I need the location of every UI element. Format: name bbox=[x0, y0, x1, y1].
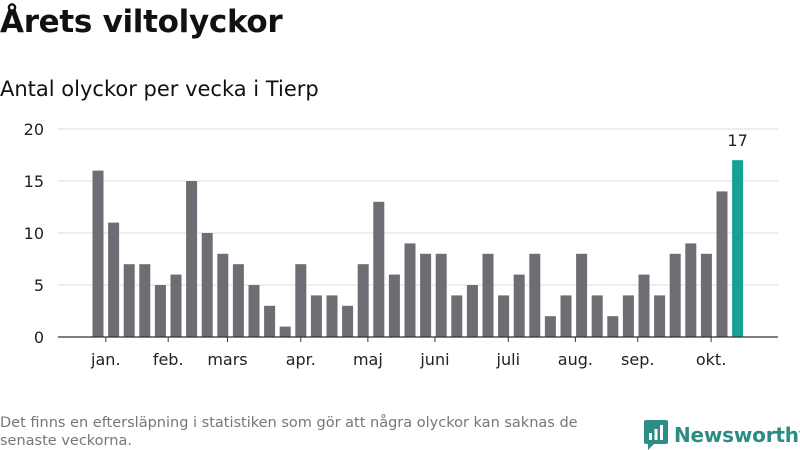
bar bbox=[139, 264, 151, 337]
y-tick-label: 15 bbox=[24, 172, 44, 191]
bar bbox=[498, 295, 510, 337]
data-label-highlight: 17 bbox=[727, 131, 747, 150]
bar bbox=[654, 295, 666, 337]
x-tick-label: sep. bbox=[621, 350, 654, 369]
bar bbox=[420, 253, 432, 337]
bar bbox=[295, 264, 307, 337]
x-tick-label: juni bbox=[419, 350, 449, 369]
data-labels: 17 bbox=[727, 131, 747, 150]
x-tick-label: mars bbox=[207, 350, 247, 369]
bar bbox=[576, 253, 588, 337]
bar bbox=[435, 253, 447, 337]
bar bbox=[123, 264, 135, 337]
bars bbox=[92, 160, 744, 337]
bar bbox=[248, 285, 260, 337]
bar bbox=[264, 305, 276, 337]
bar bbox=[186, 181, 198, 337]
chart-title: Årets viltolyckor bbox=[0, 4, 283, 40]
bar bbox=[92, 170, 104, 337]
bar bbox=[232, 264, 244, 337]
y-tick-label: 20 bbox=[24, 120, 44, 139]
bar bbox=[451, 295, 463, 337]
bar bbox=[669, 253, 681, 337]
bar-highlight bbox=[732, 160, 744, 337]
y-axis-ticks: 0 5 10 15 20 bbox=[24, 120, 44, 347]
x-tick-label: aug. bbox=[558, 350, 593, 369]
bar bbox=[373, 201, 385, 337]
x-tick-label: jan. bbox=[90, 350, 120, 369]
bar bbox=[466, 285, 478, 337]
newsworthy-logo[interactable]: Newsworthy bbox=[644, 420, 800, 450]
bar bbox=[638, 274, 650, 337]
x-tick-label: maj bbox=[353, 350, 383, 369]
y-tick-label: 5 bbox=[34, 276, 44, 295]
bar bbox=[482, 253, 494, 337]
bar bbox=[279, 326, 291, 337]
bar bbox=[108, 222, 120, 337]
bar bbox=[560, 295, 572, 337]
bar bbox=[201, 233, 213, 337]
bar bbox=[544, 316, 556, 337]
footnote: Det finns en eftersläpning i statistiken… bbox=[0, 415, 578, 449]
bar bbox=[716, 191, 728, 337]
x-tick-label: apr. bbox=[286, 350, 316, 369]
x-tick-label: okt. bbox=[696, 350, 726, 369]
bar bbox=[342, 305, 354, 337]
bar-chart: 0 5 10 15 20 jan. feb. mars apr. maj juni juli aug.… bbox=[24, 120, 778, 369]
bar bbox=[700, 253, 712, 337]
bar bbox=[622, 295, 634, 337]
bar bbox=[388, 274, 400, 337]
bar bbox=[357, 264, 369, 337]
y-tick-label: 0 bbox=[34, 328, 44, 347]
bar bbox=[326, 295, 338, 337]
bar bbox=[591, 295, 603, 337]
x-tick-label: feb. bbox=[153, 350, 184, 369]
bar bbox=[170, 274, 182, 337]
bar bbox=[529, 253, 541, 337]
y-tick-label: 10 bbox=[24, 224, 44, 243]
chart-speech-bubble-icon bbox=[644, 420, 668, 450]
bar bbox=[310, 295, 322, 337]
bar bbox=[154, 285, 166, 337]
bar bbox=[217, 253, 229, 337]
x-tick-label: juli bbox=[496, 350, 520, 369]
bar bbox=[404, 243, 416, 337]
logo-text: Newsworthy bbox=[674, 423, 800, 447]
bar bbox=[607, 316, 619, 337]
bar bbox=[513, 274, 525, 337]
chart-subtitle: Antal olyckor per vecka i Tierp bbox=[0, 77, 319, 101]
x-axis-ticks: jan. feb. mars apr. maj juni juli aug. sep. okt. bbox=[90, 337, 726, 369]
bar bbox=[685, 243, 697, 337]
